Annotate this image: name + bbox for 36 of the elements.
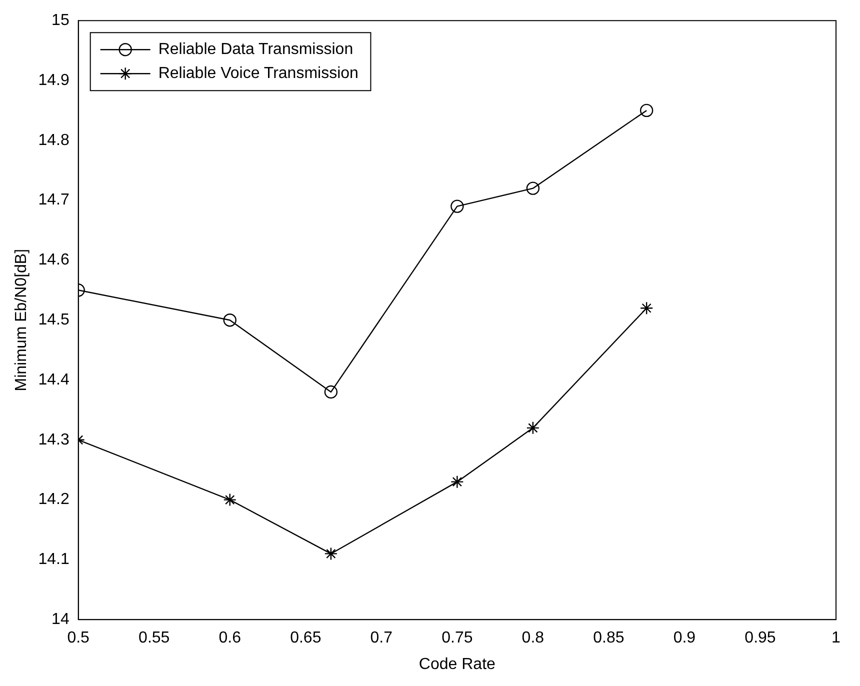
legend-label: Reliable Voice Transmission: [158, 65, 358, 82]
y-axis-title: Minimum Eb/N0[dB]: [13, 248, 30, 392]
y-tick-label: 14.9: [38, 72, 70, 89]
x-tick-label: 0.85: [593, 630, 624, 647]
y-tick-label: 14.7: [38, 192, 70, 209]
x-tick-label: 0.95: [744, 630, 776, 647]
x-tick-label: 1: [832, 630, 841, 647]
x-tick-label: 0.55: [138, 630, 170, 647]
x-axis-title: Code Rate: [418, 656, 496, 673]
point: [223, 314, 236, 327]
point: [526, 421, 540, 435]
point: [223, 493, 236, 506]
point: [640, 302, 654, 315]
y-tick-label: 14.1: [38, 551, 70, 568]
x-tick-label: 0.5: [67, 630, 90, 647]
x-tick-label: 0.9: [673, 630, 696, 647]
point: [640, 104, 654, 118]
point: [450, 475, 464, 488]
x-tick-label: 0.8: [522, 630, 544, 647]
point: [324, 385, 338, 399]
y-tick-label: 14.3: [38, 431, 70, 448]
x-tick-label: 0.7: [370, 630, 393, 647]
y-tick-label: 15: [52, 12, 70, 30]
x-tick-label: 0.65: [290, 630, 322, 647]
point: [526, 182, 540, 195]
y-tick-label: 14.8: [38, 132, 70, 149]
x-tick-label: 0.6: [218, 630, 242, 647]
point: [450, 200, 464, 213]
y-tick-label: 14.2: [38, 491, 70, 508]
x-tick-label: 0.75: [442, 630, 473, 647]
legend-label: Reliable Data Transmission: [158, 41, 354, 58]
y-tick-label: 14.5: [38, 312, 70, 329]
point: [324, 547, 338, 560]
y-tick-label: 14: [52, 611, 70, 628]
y-tick-label: 14.6: [38, 252, 70, 269]
y-tick-label: 14.4: [38, 371, 70, 388]
